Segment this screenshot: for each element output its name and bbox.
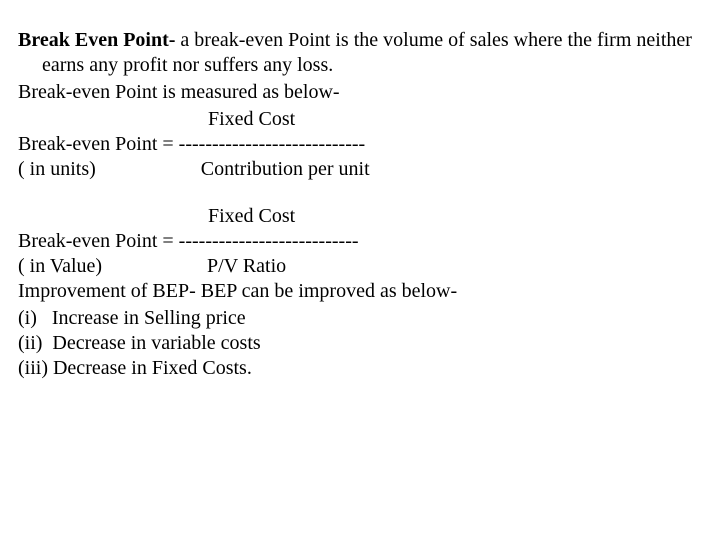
list-item-i: (i) Increase in Selling price: [18, 306, 702, 331]
improvement-intro: Improvement of BEP- BEP can be improved …: [18, 279, 702, 304]
formula-value-equals: Break-even Point = ---------------------…: [18, 229, 702, 254]
measured-line: Break-even Point is measured as below-: [18, 80, 702, 105]
formula-units-numerator: Fixed Cost: [18, 107, 702, 132]
formula-units-denominator: ( in units) Contribution per unit: [18, 157, 702, 182]
formula-units-equals: Break-even Point = ---------------------…: [18, 132, 702, 157]
formula-value-denominator: ( in Value) P/V Ratio: [18, 254, 702, 279]
list-item-iii: (iii) Decrease in Fixed Costs.: [18, 356, 702, 381]
definition-paragraph: Break Even Point- a break-even Point is …: [18, 28, 702, 78]
spacer: [18, 182, 702, 204]
document-body: Break Even Point- a break-even Point is …: [0, 0, 720, 381]
list-item-ii: (ii) Decrease in variable costs: [18, 331, 702, 356]
formula-value-numerator: Fixed Cost: [18, 204, 702, 229]
term-heading: Break Even Point-: [18, 29, 175, 51]
